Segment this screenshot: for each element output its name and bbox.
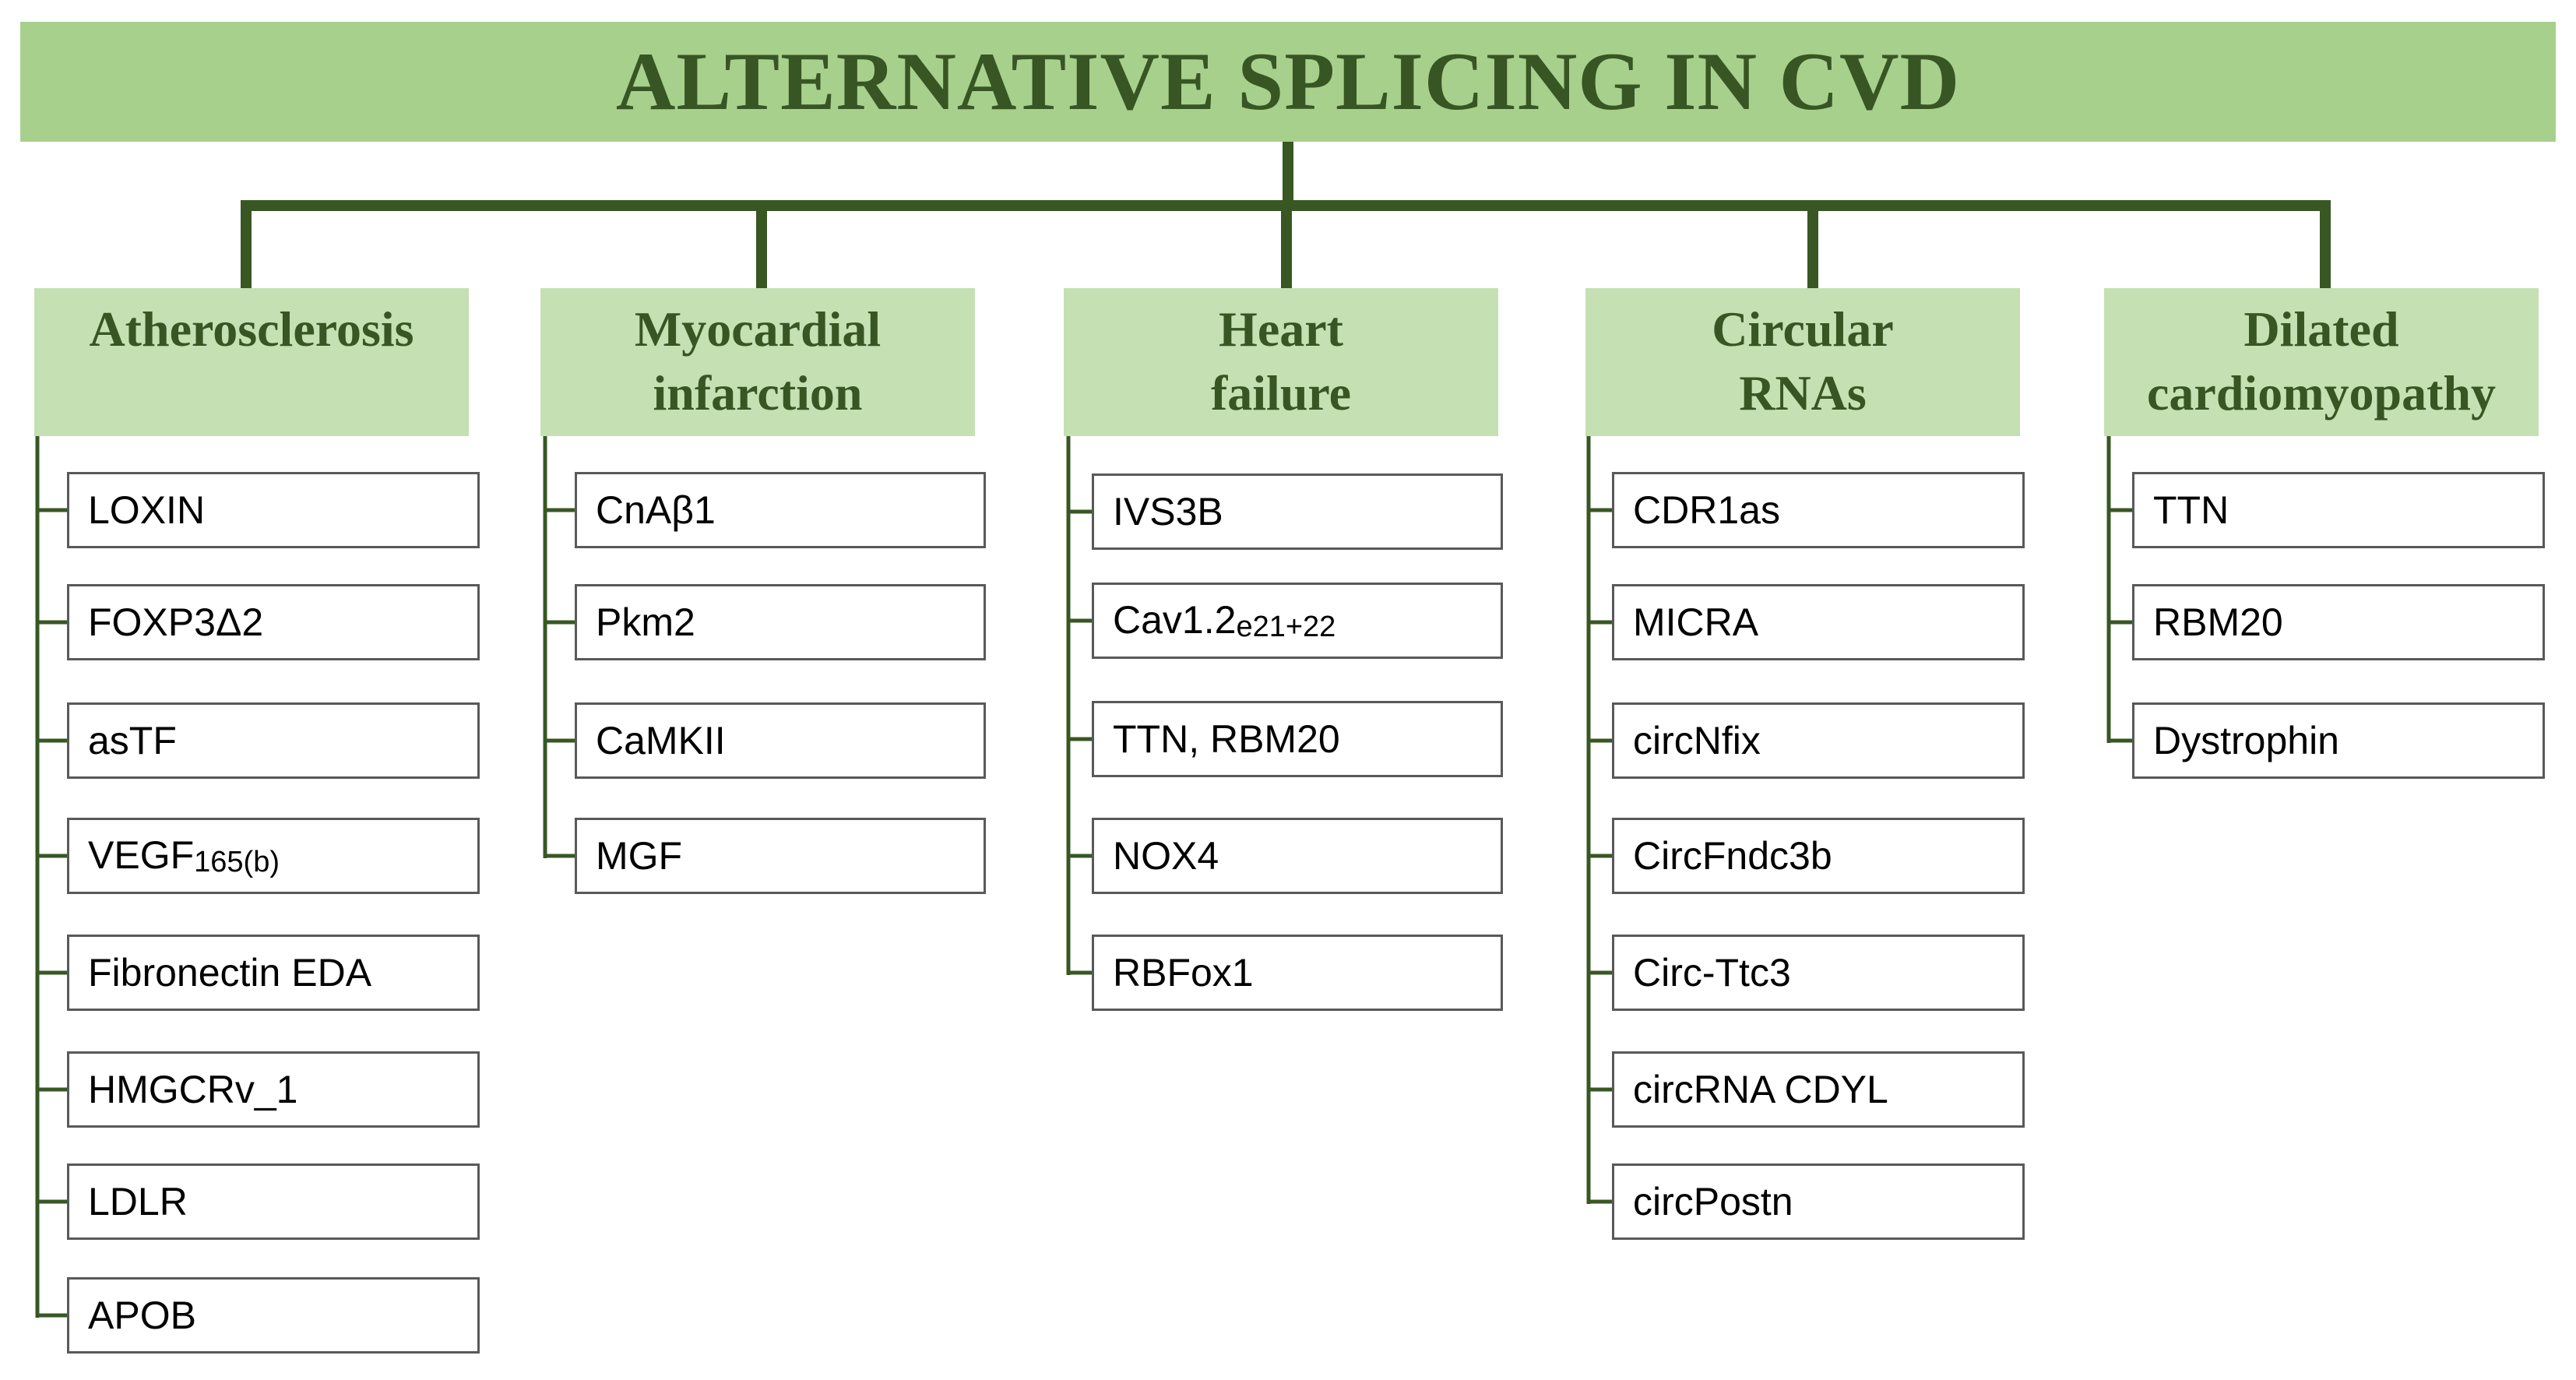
- item-label: CDR1as: [1633, 491, 1780, 530]
- item-label: LOXIN: [88, 491, 205, 530]
- item-box: circPostn: [1612, 1163, 2025, 1240]
- item-box: TTN: [2132, 472, 2545, 548]
- item-text: TTN, RBM20: [1113, 717, 1340, 761]
- item-label: Circ-Ttc3: [1633, 953, 1791, 992]
- item-label: MGF: [596, 836, 682, 875]
- item-text: VEGF: [88, 833, 195, 877]
- item-label: VEGF165(b): [88, 836, 280, 877]
- item-label: Fibronectin EDA: [88, 953, 371, 992]
- item-subscript: e21+22: [1236, 610, 1336, 643]
- item-box: APOB: [67, 1277, 480, 1354]
- item-text: LOXIN: [88, 488, 206, 532]
- item-text: CDR1as: [1633, 488, 1780, 532]
- item-box: Circ-Ttc3: [1612, 935, 2025, 1011]
- item-text: APOB: [88, 1294, 196, 1337]
- item-label: asTF: [88, 721, 177, 760]
- item-text: RBFox1: [1113, 951, 1254, 995]
- item-box: RBM20: [2132, 584, 2545, 660]
- item-box: CircFndc3b: [1612, 818, 2025, 894]
- item-box: CaMKII: [575, 702, 986, 779]
- item-label: IVS3B: [1113, 492, 1223, 531]
- item-label: circRNA CDYL: [1633, 1070, 1888, 1109]
- item-box: Dystrophin: [2132, 702, 2545, 779]
- item-box: MICRA: [1612, 584, 2025, 660]
- category-header: Dilated cardiomyopathy: [2104, 288, 2539, 436]
- item-label: Pkm2: [596, 603, 695, 642]
- item-text: CaMKII: [596, 719, 726, 762]
- item-box: HMGCRv_1: [67, 1051, 480, 1128]
- item-subscript: 165(b): [194, 845, 280, 878]
- item-label: APOB: [88, 1296, 196, 1335]
- item-label: CaMKII: [596, 721, 726, 760]
- item-label: TTN, RBM20: [1113, 720, 1340, 759]
- item-text: circPostn: [1633, 1180, 1793, 1223]
- item-text: Cav1.2: [1113, 597, 1237, 642]
- category-header: Heart failure: [1064, 288, 1498, 436]
- item-text: NOX4: [1113, 834, 1219, 878]
- item-text: FOXP3Δ2: [88, 600, 264, 644]
- item-label: CnAβ1: [596, 491, 716, 530]
- item-text: RBM20: [2153, 600, 2283, 644]
- item-box: circNfix: [1612, 702, 2025, 779]
- item-label: circNfix: [1633, 721, 1761, 760]
- item-text: circNfix: [1633, 719, 1761, 762]
- item-box: CDR1as: [1612, 472, 2025, 548]
- item-text: Pkm2: [596, 600, 695, 644]
- item-label: HMGCRv_1: [88, 1070, 297, 1109]
- title-banner: ALTERNATIVE SPLICING IN CVD: [20, 22, 2556, 142]
- item-box: Pkm2: [575, 584, 986, 660]
- item-label: circPostn: [1633, 1182, 1793, 1221]
- item-text: MGF: [596, 834, 683, 878]
- item-box: MGF: [575, 818, 986, 894]
- category-label: Atherosclerosis: [89, 301, 414, 357]
- item-label: Cav1.2e21+22: [1113, 600, 1336, 642]
- item-label: CircFndc3b: [1633, 836, 1832, 875]
- item-text: asTF: [88, 719, 177, 762]
- category-label: Dilated cardiomyopathy: [2147, 301, 2496, 421]
- item-box: asTF: [67, 702, 480, 779]
- category-header: Myocardial infarction: [540, 288, 975, 436]
- item-text: IVS3B: [1113, 490, 1223, 533]
- item-box: VEGF165(b): [67, 818, 480, 894]
- category-header: Atherosclerosis: [34, 288, 469, 436]
- item-text: LDLR: [88, 1180, 188, 1223]
- category-label: Heart failure: [1210, 301, 1352, 421]
- item-text: Fibronectin EDA: [88, 951, 372, 995]
- category-label: Circular RNAs: [1712, 301, 1894, 421]
- item-label: LDLR: [88, 1182, 188, 1221]
- item-text: CircFndc3b: [1633, 834, 1832, 878]
- item-text: Circ-Ttc3: [1633, 951, 1791, 995]
- item-text: TTN: [2153, 488, 2229, 532]
- item-text: HMGCRv_1: [88, 1068, 298, 1111]
- item-box: LDLR: [67, 1163, 480, 1240]
- diagram-title: ALTERNATIVE SPLICING IN CVD: [615, 36, 1961, 127]
- category-header: Circular RNAs: [1585, 288, 2020, 436]
- item-label: NOX4: [1113, 836, 1219, 875]
- item-box: CnAβ1: [575, 472, 986, 548]
- item-text: CnAβ1: [596, 488, 716, 532]
- item-label: Dystrophin: [2153, 721, 2339, 760]
- item-label: MICRA: [1633, 603, 1758, 642]
- item-label: RBM20: [2153, 603, 2283, 642]
- item-box: circRNA CDYL: [1612, 1051, 2025, 1128]
- category-label: Myocardial infarction: [634, 301, 882, 421]
- item-text: circRNA CDYL: [1633, 1068, 1888, 1111]
- item-box: NOX4: [1092, 818, 1503, 894]
- item-box: Cav1.2e21+22: [1092, 583, 1503, 659]
- item-text: Dystrophin: [2153, 719, 2339, 762]
- item-label: RBFox1: [1113, 953, 1254, 992]
- item-box: Fibronectin EDA: [67, 935, 480, 1011]
- item-text: MICRA: [1633, 600, 1759, 644]
- item-box: LOXIN: [67, 472, 480, 548]
- item-box: FOXP3Δ2: [67, 584, 480, 660]
- item-label: TTN: [2153, 491, 2229, 530]
- item-box: RBFox1: [1092, 935, 1503, 1011]
- item-box: IVS3B: [1092, 473, 1503, 550]
- item-label: FOXP3Δ2: [88, 603, 263, 642]
- item-box: TTN, RBM20: [1092, 701, 1503, 777]
